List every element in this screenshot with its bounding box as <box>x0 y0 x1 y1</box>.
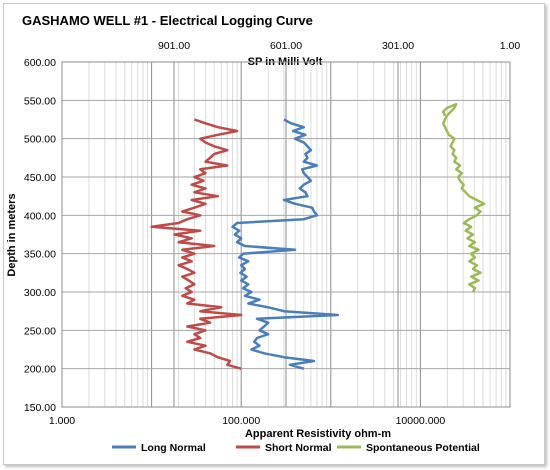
top-tick-label: 301.00 <box>382 40 414 52</box>
legend-label-spontaneous-potential: Spontaneous Potential <box>366 442 480 454</box>
plot-area <box>61 61 511 408</box>
y-tick-label: 500.00 <box>24 134 56 146</box>
y-tick-label: 600.00 <box>24 57 56 69</box>
bottom-tick-label: 1.000 <box>49 415 75 427</box>
series-layer <box>150 102 486 370</box>
y-tick-label: 450.00 <box>24 172 56 184</box>
grid-layer <box>61 61 511 408</box>
legend-label-long-normal: Long Normal <box>141 442 206 454</box>
top-tick-label: 1.00 <box>500 40 521 52</box>
top-tick-label: 601.00 <box>270 40 302 52</box>
legend-label-short-normal: Short Normal <box>265 442 332 454</box>
y-tick-label: 550.00 <box>24 95 56 107</box>
chart-frame <box>3 3 545 465</box>
y-tick-label: 150.00 <box>24 402 56 414</box>
y-tick-label: 350.00 <box>24 249 56 261</box>
short-normal-line <box>150 118 243 370</box>
long-normal-line <box>231 118 340 370</box>
top-tick-label: 901.00 <box>158 40 190 52</box>
spontaneous-potential-line <box>441 102 486 293</box>
y-axis-title: Depth in meters <box>6 193 18 276</box>
bottom-tick-label: 100.000 <box>222 415 260 427</box>
y-tick-label: 400.00 <box>24 210 56 222</box>
y-tick-label: 300.00 <box>24 287 56 299</box>
y-tick-label: 200.00 <box>24 364 56 376</box>
tick-layer: 150.00 200.00 250.00 300.00 350.00 400.00 450.… <box>24 40 521 427</box>
bottom-axis-title: Apparent Resistivity ohm-m <box>245 428 391 440</box>
bottom-tick-label: 10000.000 <box>396 415 446 427</box>
y-tick-label: 250.00 <box>24 325 56 337</box>
chart-title: GASHAMO WELL #1 - Electrical Logging Cur… <box>22 13 313 28</box>
legend: Long Normal Short Normal Spontaneous Poten… <box>112 442 480 454</box>
